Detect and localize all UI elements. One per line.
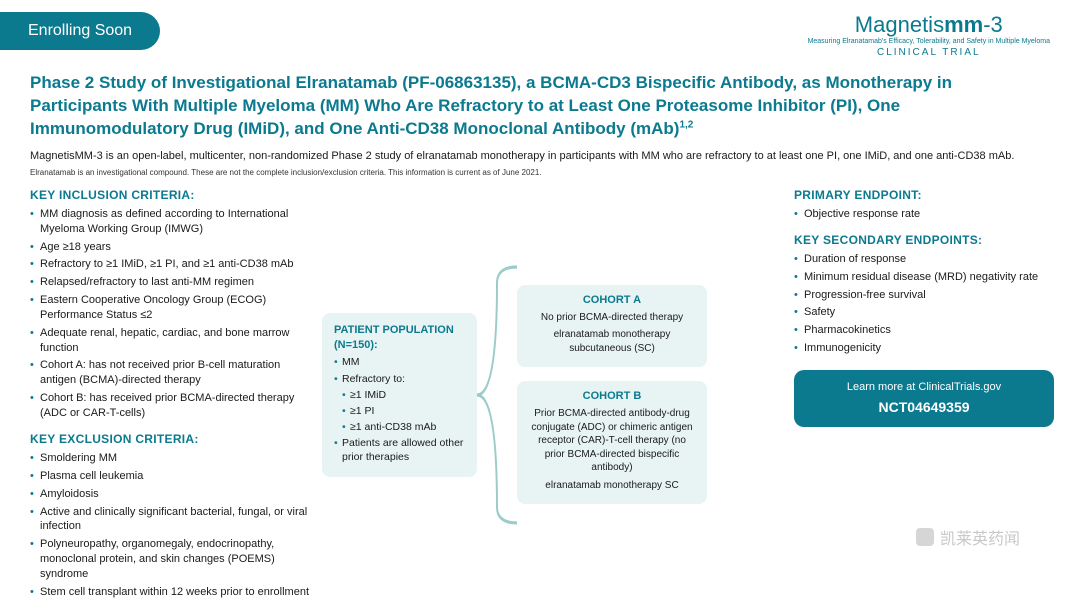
list-item: Smoldering MM <box>30 451 310 466</box>
list-item: Age ≥18 years <box>30 240 310 255</box>
cohort-a-line1: No prior BCMA-directed therapy <box>527 311 697 325</box>
logo: Magnetismm-3 Measuring Elranatamab's Eff… <box>808 12 1050 58</box>
status-badge: Enrolling Soon <box>0 12 160 50</box>
primary-heading: PRIMARY ENDPOINT: <box>794 187 1054 203</box>
list-item: MM diagnosis as defined according to Int… <box>30 207 310 237</box>
list-item: Active and clinically significant bacter… <box>30 505 310 535</box>
secondary-heading: KEY SECONDARY ENDPOINTS: <box>794 232 1054 248</box>
list-item: Polyneuropathy, organomegaly, endocrinop… <box>30 537 310 582</box>
watermark: 凯莱英药闻 <box>916 525 1020 549</box>
header: Enrolling Soon Magnetismm-3 Measuring El… <box>0 0 1080 58</box>
logo-top: Magnetismm-3 <box>808 12 1050 38</box>
list-item: ≥1 IMiD <box>334 388 465 402</box>
cta-line1: Learn more at ClinicalTrials.gov <box>804 380 1044 395</box>
cohort-a-heading: COHORT A <box>527 293 697 308</box>
population-list: MM Refractory to: ≥1 IMiD ≥1 PI ≥1 anti-… <box>334 355 465 464</box>
list-item: Progression-free survival <box>794 288 1054 303</box>
cohort-a-line2: elranatamab monotherapy subcutaneous (SC… <box>527 328 697 355</box>
list-item: Eastern Cooperative Oncology Group (ECOG… <box>30 293 310 323</box>
cohort-b-line2: elranatamab monotherapy SC <box>527 479 697 493</box>
list-item: Duration of response <box>794 252 1054 267</box>
list-item: Refractory to ≥1 IMiD, ≥1 PI, and ≥1 ant… <box>30 257 310 272</box>
primary-list: Objective response rate <box>794 207 1054 222</box>
list-item: Patients are allowed other prior therapi… <box>334 436 465 464</box>
title-text: Phase 2 Study of Investigational Elranat… <box>30 73 952 138</box>
connector-lines <box>472 187 532 603</box>
cohort-a-panel: COHORT A No prior BCMA-directed therapy … <box>517 285 707 367</box>
exclusion-heading: KEY EXCLUSION CRITERIA: <box>30 431 310 447</box>
cohort-b-panel: COHORT B Prior BCMA-directed antibody-dr… <box>517 381 707 504</box>
diagram-column: PATIENT POPULATION (N=150): MM Refractor… <box>322 187 782 603</box>
list-item: Cohort B: has received prior BCMA-direct… <box>30 391 310 421</box>
list-item: Pharmacokinetics <box>794 323 1054 338</box>
list-item: Adequate renal, hepatic, cardiac, and bo… <box>30 326 310 356</box>
list-item: Refractory to: <box>334 372 465 386</box>
title-sup: 1,2 <box>679 119 693 130</box>
list-item: Objective response rate <box>794 207 1054 222</box>
cohort-b-line1: Prior BCMA-directed antibody-drug conjug… <box>527 407 697 475</box>
secondary-list: Duration of response Minimum residual di… <box>794 252 1054 356</box>
inclusion-list: MM diagnosis as defined according to Int… <box>30 207 310 421</box>
watermark-text: 凯莱英药闻 <box>940 525 1020 549</box>
population-heading: PATIENT POPULATION (N=150): <box>334 323 465 353</box>
inclusion-heading: KEY INCLUSION CRITERIA: <box>30 187 310 203</box>
list-item: Amyloidosis <box>30 487 310 502</box>
list-item: Plasma cell leukemia <box>30 469 310 484</box>
intro-text: MagnetisMM-3 is an open-label, multicent… <box>0 149 1080 168</box>
list-item: Safety <box>794 305 1054 320</box>
list-item: ≥1 anti-CD38 mAb <box>334 420 465 434</box>
population-panel: PATIENT POPULATION (N=150): MM Refractor… <box>322 313 477 477</box>
cta-panel[interactable]: Learn more at ClinicalTrials.gov NCT0464… <box>794 370 1054 427</box>
cohort-b-heading: COHORT B <box>527 389 697 404</box>
exclusion-list: Smoldering MM Plasma cell leukemia Amylo… <box>30 451 310 600</box>
logo-suffix: -3 <box>983 12 1003 37</box>
cta-nct: NCT04649359 <box>804 398 1044 417</box>
list-item: Relapsed/refractory to last anti-MM regi… <box>30 275 310 290</box>
list-item: Minimum residual disease (MRD) negativit… <box>794 270 1054 285</box>
criteria-column: KEY INCLUSION CRITERIA: MM diagnosis as … <box>30 187 310 603</box>
logo-mm: mm <box>944 12 983 37</box>
disclaimer-text: Elranatamab is an investigational compou… <box>0 168 1080 187</box>
logo-brand: Magnetis <box>855 12 944 37</box>
logo-ct: CLINICAL TRIAL <box>808 47 1050 58</box>
list-item: MM <box>334 355 465 369</box>
logo-sub: Measuring Elranatamab's Efficacy, Tolera… <box>808 38 1050 45</box>
cohorts: COHORT A No prior BCMA-directed therapy … <box>517 285 707 504</box>
list-item: Immunogenicity <box>794 341 1054 356</box>
list-item: Stem cell transplant within 12 weeks pri… <box>30 585 310 600</box>
wechat-icon <box>916 528 934 546</box>
list-item: Cohort A: has not received prior B-cell … <box>30 358 310 388</box>
list-item: ≥1 PI <box>334 404 465 418</box>
page-title: Phase 2 Study of Investigational Elranat… <box>0 58 1080 149</box>
